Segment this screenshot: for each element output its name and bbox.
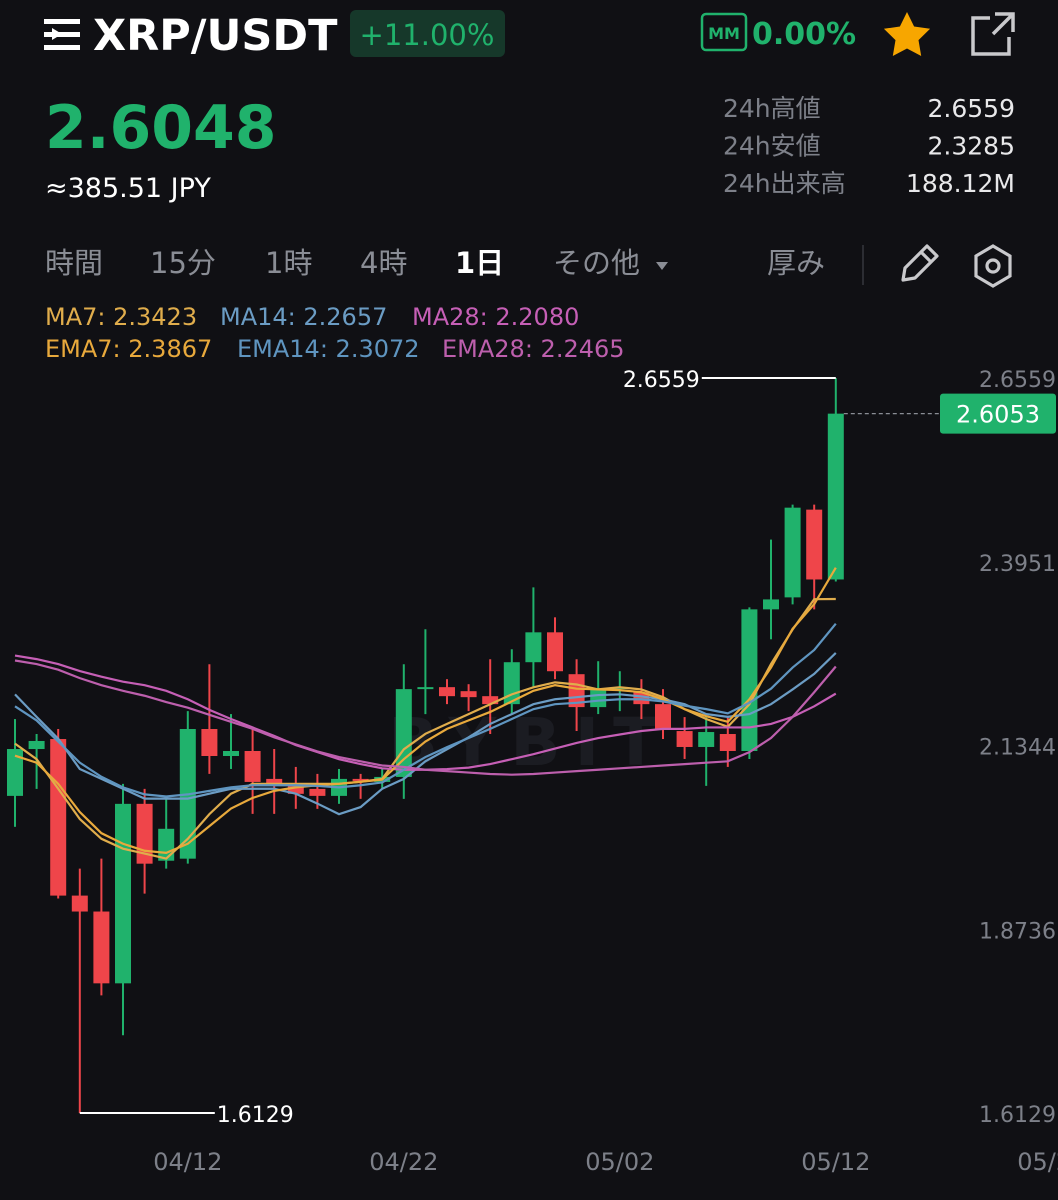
x-tick-label: 05/12 bbox=[801, 1148, 870, 1176]
candle-body bbox=[93, 911, 110, 984]
candle-body bbox=[482, 696, 499, 705]
timeframe-tab[interactable]: 1日 bbox=[455, 246, 504, 280]
candle-body bbox=[568, 674, 585, 708]
share-frame bbox=[971, 16, 1011, 56]
edit-icon[interactable] bbox=[901, 244, 939, 282]
dropdown-caret bbox=[656, 262, 668, 270]
mm-badge: MM bbox=[708, 24, 740, 43]
mm-value: 0.00% bbox=[752, 17, 856, 52]
legend-entry: EMA28: 2.2465 bbox=[442, 335, 625, 363]
candle-body bbox=[158, 828, 175, 861]
candle-body bbox=[633, 692, 650, 705]
candle-body bbox=[590, 689, 607, 708]
stat-label: 24h安値 bbox=[723, 132, 821, 161]
y-tick-label: 2.6559 bbox=[979, 368, 1056, 393]
candle-body bbox=[460, 691, 477, 698]
timeframe-tab[interactable]: 1時 bbox=[265, 246, 312, 280]
change-value: +11.00% bbox=[360, 18, 495, 52]
ma-line bbox=[14, 597, 836, 860]
candle-body bbox=[655, 704, 671, 730]
ma-line bbox=[14, 623, 837, 798]
gear-hole bbox=[985, 258, 1001, 274]
stat-value: 2.3285 bbox=[928, 132, 1015, 161]
legend-entry: MA14: 2.2657 bbox=[220, 303, 387, 331]
high-label: 2.6559 bbox=[623, 368, 700, 393]
legend-entry: EMA7: 2.3867 bbox=[45, 335, 212, 363]
ma-line bbox=[14, 652, 837, 816]
timeframe-tab[interactable]: 4時 bbox=[360, 246, 407, 280]
x-tick-label: 05/22 bbox=[1017, 1148, 1058, 1176]
logo-bar bbox=[44, 45, 80, 50]
pair-title[interactable]: XRP/USDT bbox=[93, 11, 338, 61]
x-tick-label: 05/02 bbox=[585, 1148, 654, 1176]
logo-bar bbox=[44, 19, 80, 24]
mm-badge-box bbox=[700, 12, 748, 52]
candle-body bbox=[244, 750, 261, 782]
share-arrow bbox=[991, 12, 1015, 36]
candle-body bbox=[50, 739, 67, 896]
candle-body bbox=[676, 731, 693, 747]
candle-body bbox=[698, 732, 715, 747]
candle-body bbox=[71, 895, 88, 912]
candle-body bbox=[352, 778, 369, 781]
timeframe-tab[interactable]: 時間 bbox=[45, 246, 103, 280]
change-pill bbox=[350, 10, 505, 57]
y-tick-label: 2.1344 bbox=[979, 736, 1056, 761]
candle-body bbox=[7, 749, 23, 796]
x-tick-label: 04/12 bbox=[153, 1148, 222, 1176]
y-tick-label: 2.3951 bbox=[979, 552, 1056, 577]
candle-body bbox=[115, 803, 131, 984]
price-tag-label: 2.6053 bbox=[956, 401, 1040, 429]
ma-line bbox=[14, 659, 837, 776]
timeframe-tab[interactable]: その他 bbox=[553, 246, 640, 280]
price-tag bbox=[940, 393, 1056, 434]
timeframe-tab[interactable]: 厚み bbox=[767, 246, 825, 280]
y-tick-label: 1.6129 bbox=[979, 1103, 1056, 1128]
last-price: 2.6048 bbox=[45, 93, 277, 163]
stat-label: 24h出来高 bbox=[723, 169, 846, 198]
candle-body bbox=[827, 413, 844, 580]
settings-icon[interactable] bbox=[974, 244, 1012, 288]
legend-entry: MA28: 2.2080 bbox=[412, 303, 579, 331]
pencil bbox=[901, 244, 939, 282]
logo-icon[interactable] bbox=[44, 19, 80, 50]
candle-body bbox=[266, 778, 283, 784]
stat-label: 24h高値 bbox=[723, 94, 821, 123]
candle-body bbox=[741, 609, 758, 751]
candle-body bbox=[417, 687, 434, 690]
fiat-price: ≈385.51 JPY bbox=[45, 173, 211, 204]
candle-body bbox=[784, 507, 801, 598]
candle-body bbox=[439, 687, 455, 697]
gear-hex bbox=[974, 244, 1012, 288]
share-icon[interactable] bbox=[971, 12, 1015, 56]
candle-body bbox=[28, 740, 45, 750]
legend-entry: EMA14: 2.3072 bbox=[237, 335, 420, 363]
candle-body bbox=[201, 729, 218, 756]
stat-value: 2.6559 bbox=[928, 94, 1015, 123]
logo-arrow bbox=[52, 28, 62, 40]
candle-body bbox=[806, 509, 823, 580]
candle-body bbox=[719, 734, 736, 751]
candle-body bbox=[763, 599, 779, 610]
low-label: 1.6129 bbox=[217, 1103, 294, 1128]
candle-body bbox=[287, 783, 304, 794]
candle-body bbox=[547, 632, 563, 672]
ma-line bbox=[14, 567, 837, 855]
y-tick-label: 1.8736 bbox=[979, 919, 1056, 944]
candle-body bbox=[309, 788, 326, 796]
logo-bar bbox=[44, 32, 80, 37]
candle-body bbox=[525, 632, 542, 663]
favorite-star[interactable] bbox=[883, 12, 931, 56]
x-tick-label: 04/22 bbox=[369, 1148, 438, 1176]
candle-body bbox=[223, 750, 239, 756]
timeframe-tab[interactable]: 15分 bbox=[150, 246, 216, 280]
stat-value: 188.12M bbox=[906, 169, 1015, 198]
legend-entry: MA7: 2.3423 bbox=[45, 303, 197, 331]
